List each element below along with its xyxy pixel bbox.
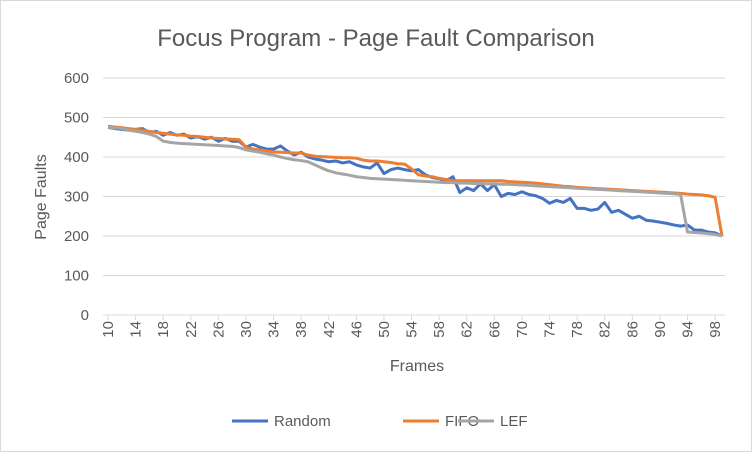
x-tick-label: 38 [293, 321, 310, 338]
legend-label: Random [274, 413, 331, 430]
x-axis-label: Frames [390, 358, 444, 375]
x-tick-label: 50 [376, 321, 393, 338]
x-tick-label: 18 [155, 321, 172, 338]
x-tick-label: 98 [707, 321, 724, 338]
x-tick-label: 94 [680, 321, 697, 338]
y-tick-label: 300 [64, 189, 89, 206]
x-tick-label: 54 [404, 321, 421, 338]
legend-label: LEF [500, 413, 528, 430]
y-tick-label: 500 [64, 110, 89, 127]
x-tick-label: 22 [183, 321, 200, 338]
x-tick-label: 90 [652, 321, 669, 338]
y-tick-label: 200 [64, 228, 89, 245]
x-tick-label: 86 [624, 321, 641, 338]
y-tick-label: 0 [81, 307, 89, 324]
x-tick-label: 78 [569, 321, 586, 338]
y-tick-label: 400 [64, 149, 89, 166]
x-tick-label: 82 [597, 321, 614, 338]
x-tick-label: 70 [514, 321, 531, 338]
x-tick-label: 10 [100, 321, 117, 338]
y-tick-label: 600 [64, 70, 89, 87]
x-tick-label: 42 [321, 321, 338, 338]
x-tick-label: 30 [238, 321, 255, 338]
x-tick-label: 66 [486, 321, 503, 338]
x-tick-label: 26 [210, 321, 227, 338]
y-tick-label: 100 [64, 268, 89, 285]
y-axis-label: Page Faults [33, 154, 50, 239]
chart-title: Focus Program - Page Fault Comparison [157, 25, 595, 52]
x-tick-label: 34 [266, 321, 283, 338]
x-tick-label: 62 [459, 321, 476, 338]
x-tick-label: 46 [348, 321, 365, 338]
series-line [107, 125, 723, 238]
x-tick-label: 14 [128, 321, 145, 338]
x-tick-label: 58 [431, 321, 448, 338]
x-tick-label: 74 [542, 321, 559, 338]
